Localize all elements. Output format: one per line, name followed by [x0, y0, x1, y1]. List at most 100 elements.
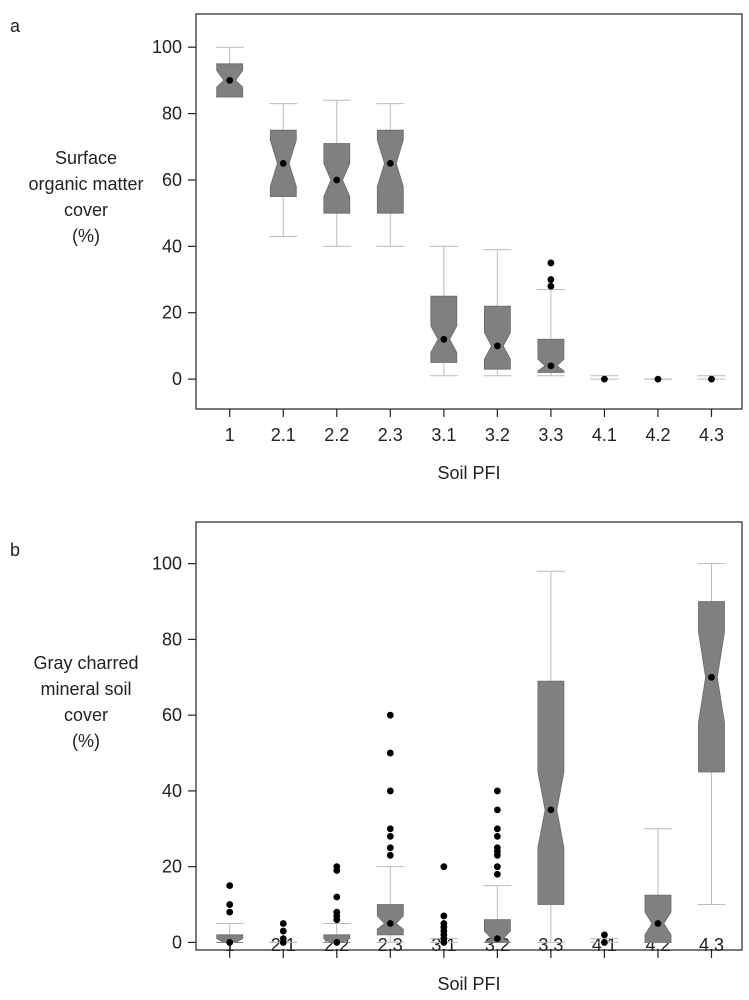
- panel-b-ylabel-line1: Gray charred: [33, 653, 138, 673]
- median-point: [386, 920, 394, 927]
- median-point: [601, 939, 608, 946]
- iqr-box: [483, 919, 511, 943]
- median-point: [601, 375, 608, 383]
- outlier-point: [386, 787, 394, 795]
- iqr-box: [483, 305, 511, 370]
- y-tick-label: 20: [162, 303, 182, 323]
- iqr-box: [323, 934, 351, 943]
- outlier-point: [493, 806, 501, 814]
- box-1: [215, 46, 244, 98]
- box-3.1: [429, 245, 458, 377]
- panel-b-xlabel: Soil PFI: [437, 974, 500, 994]
- outlier-point: [226, 908, 234, 916]
- box-4.3: [697, 563, 726, 906]
- box-3.2: [483, 249, 512, 377]
- y-tick-label: 40: [162, 781, 182, 801]
- outlier-point: [601, 931, 608, 939]
- outlier-point: [386, 825, 394, 833]
- outlier-point: [386, 832, 394, 840]
- outlier-point: [226, 882, 234, 890]
- x-tick-label: 4.1: [592, 425, 617, 445]
- box-3.3: [536, 570, 565, 943]
- outlier-point: [547, 282, 555, 290]
- median-point: [547, 806, 555, 814]
- y-tick-label: 60: [162, 170, 182, 190]
- panel-b-ylabel-line4: (%): [72, 731, 100, 751]
- outlier-point: [493, 787, 501, 795]
- outlier-point: [279, 935, 287, 943]
- outlier-point: [547, 276, 555, 283]
- median-point: [279, 159, 287, 167]
- outlier-point: [333, 893, 341, 901]
- median-point: [386, 159, 394, 167]
- box-4.1: [590, 375, 619, 383]
- median-point: [654, 920, 662, 927]
- y-tick-label: 0: [172, 369, 182, 389]
- box-2.2: [322, 863, 351, 946]
- panel-b-gray-charred-mineral-soil: b Gray charred mineral soil cover (%) So…: [10, 521, 743, 994]
- x-tick-label: 2.3: [378, 935, 403, 955]
- outlier-point: [226, 901, 234, 908]
- x-tick-label: 2.3: [378, 425, 403, 445]
- x-tick-label: 1: [225, 425, 235, 445]
- y-tick-label: 20: [162, 857, 182, 877]
- y-tick-label: 0: [172, 932, 182, 952]
- box-3.1: [429, 863, 458, 946]
- x-tick-label: 4.3: [699, 935, 724, 955]
- panel-a-ylabel-line3: cover: [64, 200, 108, 220]
- outlier-point: [386, 711, 394, 719]
- panel-b-letter: b: [10, 540, 20, 560]
- panel-a-ylabel-line1: Surface: [55, 148, 117, 168]
- box-2.3: [376, 103, 405, 247]
- iqr-box: [644, 894, 672, 943]
- box-4.1: [590, 931, 619, 946]
- outlier-point: [386, 851, 394, 859]
- outlier-point: [333, 863, 341, 871]
- iqr-box: [698, 601, 725, 773]
- median-point: [493, 935, 501, 943]
- median-point: [226, 939, 234, 946]
- median-point: [654, 375, 662, 383]
- box-3.2: [483, 787, 512, 943]
- outlier-point: [493, 870, 501, 878]
- panel-b-ylabel-line3: cover: [64, 705, 108, 725]
- box-2.3: [376, 711, 405, 943]
- panel-a-letter: a: [10, 16, 21, 36]
- x-tick-label: 3.2: [485, 425, 510, 445]
- x-tick-label: 2.2: [324, 425, 349, 445]
- y-tick-label: 80: [162, 629, 182, 649]
- median-point: [493, 342, 501, 350]
- iqr-box: [537, 338, 565, 373]
- x-tick-label: 4.3: [699, 425, 724, 445]
- plot-frame: [195, 521, 743, 951]
- iqr-box: [430, 295, 458, 363]
- outlier-point: [440, 920, 448, 927]
- plot-frame: [195, 13, 743, 410]
- y-tick-label: 100: [152, 554, 182, 574]
- outlier-point: [493, 844, 501, 852]
- iqr-box: [376, 129, 404, 214]
- median-point: [708, 375, 715, 383]
- y-tick-label: 100: [152, 37, 182, 57]
- x-tick-label: 3.3: [538, 935, 563, 955]
- box-4.3: [697, 375, 726, 383]
- box-4.2: [643, 375, 672, 383]
- outlier-point: [493, 863, 501, 871]
- outlier-point: [440, 912, 448, 920]
- outlier-point: [493, 832, 501, 840]
- panel-a-plot-area: 0 20 40 60 80 100 1 2.1 2.2 2.3 3.1 3.2 3.3 4.1 4.2 4.3: [152, 13, 743, 445]
- outlier-point: [440, 863, 448, 871]
- panel-a-ylabel-line2: organic matter: [28, 174, 143, 194]
- iqr-box: [537, 680, 565, 905]
- median-point: [333, 176, 341, 184]
- box-4.2: [643, 828, 672, 943]
- x-tick-label: 4.2: [645, 425, 670, 445]
- median-point: [333, 939, 341, 946]
- iqr-box: [216, 934, 244, 943]
- outlier-point: [386, 844, 394, 852]
- box-1: [215, 882, 244, 946]
- outlier-point: [279, 927, 287, 935]
- x-tick-label: 2.1: [271, 425, 296, 445]
